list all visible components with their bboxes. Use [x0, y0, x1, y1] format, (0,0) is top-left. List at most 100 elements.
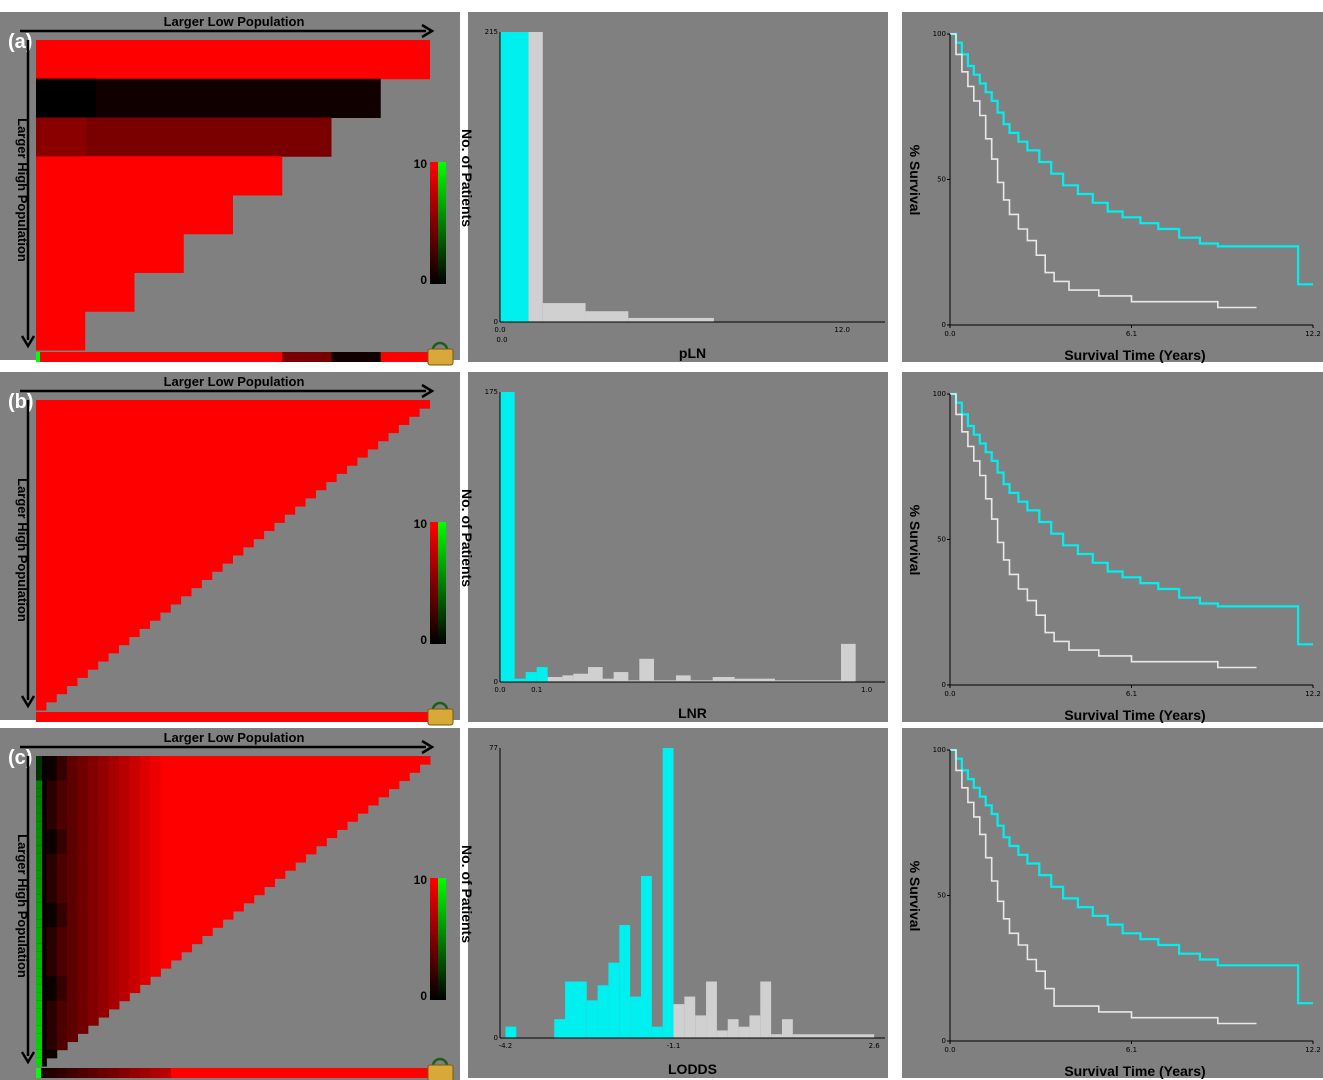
heatmap-cell [212, 870, 224, 879]
heatmap-cell [181, 853, 193, 863]
x-tick-label: 0.1 [531, 686, 542, 694]
heatmap-marginal-cell [85, 352, 135, 362]
heatmap-cell [108, 959, 120, 969]
heatmap-cell [129, 951, 141, 961]
colorbar-min-label: 0 [420, 633, 427, 647]
heatmap-cell [118, 772, 130, 781]
heatmap-cell [139, 951, 151, 961]
heatmap-row [36, 416, 410, 425]
heatmap-cell [150, 780, 161, 790]
heatmap-cell [36, 796, 42, 806]
heatmap-cell [77, 853, 89, 863]
histogram-bar [706, 981, 717, 1038]
heatmap-marginal-cell [357, 1068, 369, 1078]
heatmap-cell [160, 821, 172, 830]
heatmap-row [36, 579, 202, 589]
heatmap-cell [315, 804, 327, 814]
heatmap-cell [243, 772, 255, 781]
heatmap-cell [357, 788, 369, 798]
heatmap-marginal-cell [201, 1068, 213, 1078]
heatmap-cell [409, 764, 421, 773]
heatmap-cell [315, 764, 327, 773]
heatmap-cell [129, 813, 141, 822]
heatmap-cell [253, 772, 265, 781]
heatmap-cell [181, 756, 193, 765]
heatmap-cell [170, 919, 182, 928]
heatmap-cell [36, 1008, 42, 1018]
heatmap-cell [170, 772, 182, 781]
heatmap-cell [87, 976, 99, 985]
heatmap-cell [233, 813, 244, 822]
heatmap-cell [36, 772, 42, 781]
heatmap-cell [253, 796, 265, 806]
heatmap-cell [67, 870, 78, 879]
heatmap-cell [108, 992, 120, 1002]
heatmap-cell [274, 756, 286, 765]
heatmap-cell [150, 862, 161, 871]
heatmap-cell [36, 1049, 42, 1059]
heatmap-cell [46, 992, 58, 1002]
heatmap-cell [77, 976, 89, 985]
heatmap-cell [46, 968, 58, 977]
heatmap-cell [129, 764, 141, 773]
histogram-bar [738, 1026, 750, 1038]
heatmap-cell [129, 772, 141, 781]
heatmap-cell [87, 829, 99, 839]
heatmap-cell [191, 813, 203, 822]
heatmap-cell [56, 1033, 68, 1043]
heatmap-cell [367, 796, 379, 806]
heatmap-cell [46, 927, 58, 936]
histogram-bar [608, 962, 620, 1038]
heatmap-cell [326, 829, 338, 839]
heatmap-cell [160, 927, 172, 936]
heatmap-cell [201, 813, 213, 822]
heatmap-cell [305, 756, 317, 765]
heatmap-cell [326, 756, 338, 765]
heatmap-cell [139, 756, 151, 765]
heatmap-cell [87, 902, 99, 912]
heatmap-cell [139, 772, 151, 781]
side-arrow-head [20, 695, 36, 709]
heatmap-cell [181, 821, 193, 830]
heatmap-cell [212, 796, 224, 806]
x-tick-label: 6.1 [1126, 330, 1137, 338]
heatmap-cell [170, 935, 182, 945]
heatmap-cell [305, 788, 317, 798]
heatmap-cell [150, 911, 161, 920]
heatmap-cell [67, 951, 78, 961]
heatmap-cell [160, 837, 172, 847]
heatmap-cell [233, 862, 244, 871]
heatmap-cell [222, 829, 234, 839]
survival-curve [950, 32, 1313, 286]
heatmap-cell [201, 853, 213, 863]
heatmap-cell [87, 837, 99, 847]
heatmap-cell [233, 870, 244, 879]
heatmap-cell [108, 935, 120, 945]
heatmap-cell [222, 878, 234, 888]
heatmap-cell [233, 780, 244, 790]
heatmap-cell [336, 764, 348, 773]
heatmap-cell [67, 813, 78, 822]
heatmap-cell [305, 804, 317, 814]
heatmap-cell [108, 943, 120, 953]
heatmap-cell [46, 902, 58, 912]
heatmap-row [36, 272, 135, 312]
heatmap-marginal-cell [108, 1068, 120, 1078]
heatmap-marginal-cell [331, 352, 382, 362]
heatmap-cell [98, 1000, 110, 1010]
heatmap-cell [108, 894, 120, 904]
histogram-bar [500, 392, 515, 682]
histogram-bar [505, 1026, 517, 1038]
heatmap-cell [150, 927, 161, 936]
heatmap-cell [56, 862, 68, 871]
heatmap-marginal-cell [326, 1068, 338, 1078]
heatmap-cell [160, 804, 172, 814]
heatmap-marginal-cell [183, 352, 234, 362]
y-tick-label: 100 [933, 390, 946, 398]
heatmap-cell [87, 959, 99, 969]
heatmap-cell [233, 853, 244, 863]
heatmap-cell [46, 788, 58, 798]
heatmap-cell [243, 886, 255, 896]
heatmap-row [36, 473, 337, 483]
heatmap-cell [181, 862, 193, 871]
